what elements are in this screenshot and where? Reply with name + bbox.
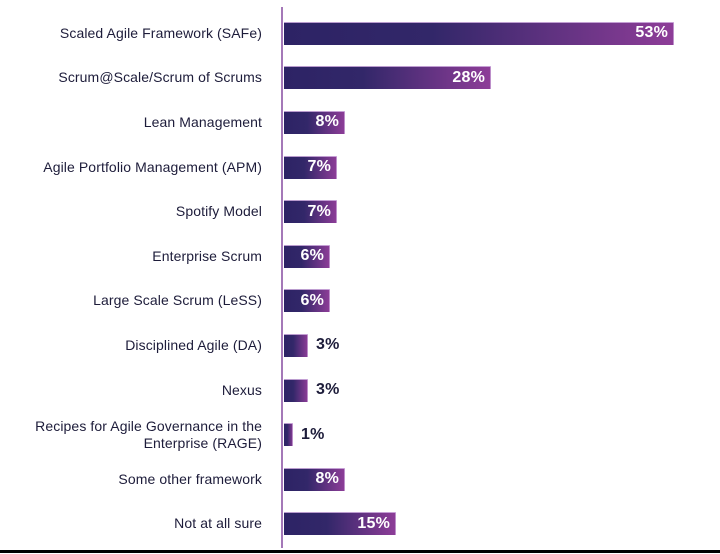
- bar-track: 7%: [284, 155, 720, 179]
- value-label: 1%: [301, 425, 325, 443]
- category-label: Disciplined Agile (DA): [125, 336, 262, 353]
- value-label: 6%: [300, 247, 324, 265]
- bar: 28%: [284, 66, 491, 90]
- bar: 8%: [284, 467, 345, 491]
- value-label: 8%: [315, 113, 339, 131]
- bar: [284, 378, 308, 402]
- value-label: 7%: [307, 158, 331, 176]
- category-label: Scrum@Scale/Scrum of Scrums: [58, 69, 262, 86]
- bar: 6%: [284, 289, 330, 313]
- bar-track: 15%: [284, 512, 720, 536]
- bar-row: Large Scale Scrum (LeSS) 6%: [0, 279, 720, 324]
- category-label: Spotify Model: [175, 203, 262, 220]
- category-label: Nexus: [221, 381, 262, 398]
- category-label: Not at all sure: [174, 515, 262, 532]
- value-label: 28%: [452, 68, 485, 86]
- chart-bottom-border: [0, 550, 720, 553]
- bar-row: Scaled Agile Framework (SAFe) 53%: [0, 11, 720, 56]
- bar: 15%: [284, 512, 396, 536]
- bar-row: Nexus 3%: [0, 368, 720, 413]
- category-label: Enterprise Scrum: [152, 247, 262, 264]
- bar-track: 8%: [284, 110, 720, 134]
- bar-row: Scrum@Scale/Scrum of Scrums 28%: [0, 56, 720, 101]
- category-label: Agile Portfolio Management (APM): [43, 158, 262, 175]
- bar-track: 6%: [284, 244, 720, 268]
- bar: 8%: [284, 110, 345, 134]
- bar-row: Disciplined Agile (DA) 3%: [0, 323, 720, 368]
- bar-track: 3%: [284, 378, 720, 402]
- bar-track: 53%: [284, 21, 720, 45]
- category-label: Lean Management: [143, 113, 262, 130]
- category-label: Recipes for Agile Governance in the Ente…: [35, 417, 262, 451]
- bar-rows: Scaled Agile Framework (SAFe) 53% Scrum@…: [0, 11, 720, 546]
- bar: [284, 423, 293, 447]
- category-label: Scaled Agile Framework (SAFe): [59, 24, 262, 41]
- value-label: 6%: [300, 291, 324, 309]
- bar-track: 3%: [284, 333, 720, 357]
- value-label: 15%: [357, 514, 390, 532]
- value-label: 7%: [307, 202, 331, 220]
- bar-track: 6%: [284, 289, 720, 313]
- category-label: Large Scale Scrum (LeSS): [93, 292, 262, 309]
- bar-row: Spotify Model 7%: [0, 189, 720, 234]
- bar-row: Lean Management 8%: [0, 100, 720, 145]
- bar-row: Some other framework 8%: [0, 457, 720, 502]
- bar-row: Enterprise Scrum 6%: [0, 234, 720, 279]
- category-label: Some other framework: [118, 470, 262, 487]
- bar: 6%: [284, 244, 330, 268]
- bar: 7%: [284, 155, 337, 179]
- value-label: 8%: [315, 470, 339, 488]
- value-label: 3%: [316, 336, 340, 354]
- bar-row: Recipes for Agile Governance in the Ente…: [0, 412, 720, 457]
- value-label: 53%: [635, 24, 668, 42]
- bar-track: 28%: [284, 66, 720, 90]
- bar-row: Agile Portfolio Management (APM) 7%: [0, 145, 720, 190]
- bar: 53%: [284, 21, 674, 45]
- bar: 7%: [284, 200, 337, 224]
- bar-track: 8%: [284, 467, 720, 491]
- bar-track: 1%: [284, 423, 720, 447]
- bar-row: Not at all sure 15%: [0, 502, 720, 547]
- bar: [284, 333, 308, 357]
- bar-track: 7%: [284, 200, 720, 224]
- value-label: 3%: [316, 381, 340, 399]
- y-axis-line: [281, 7, 283, 548]
